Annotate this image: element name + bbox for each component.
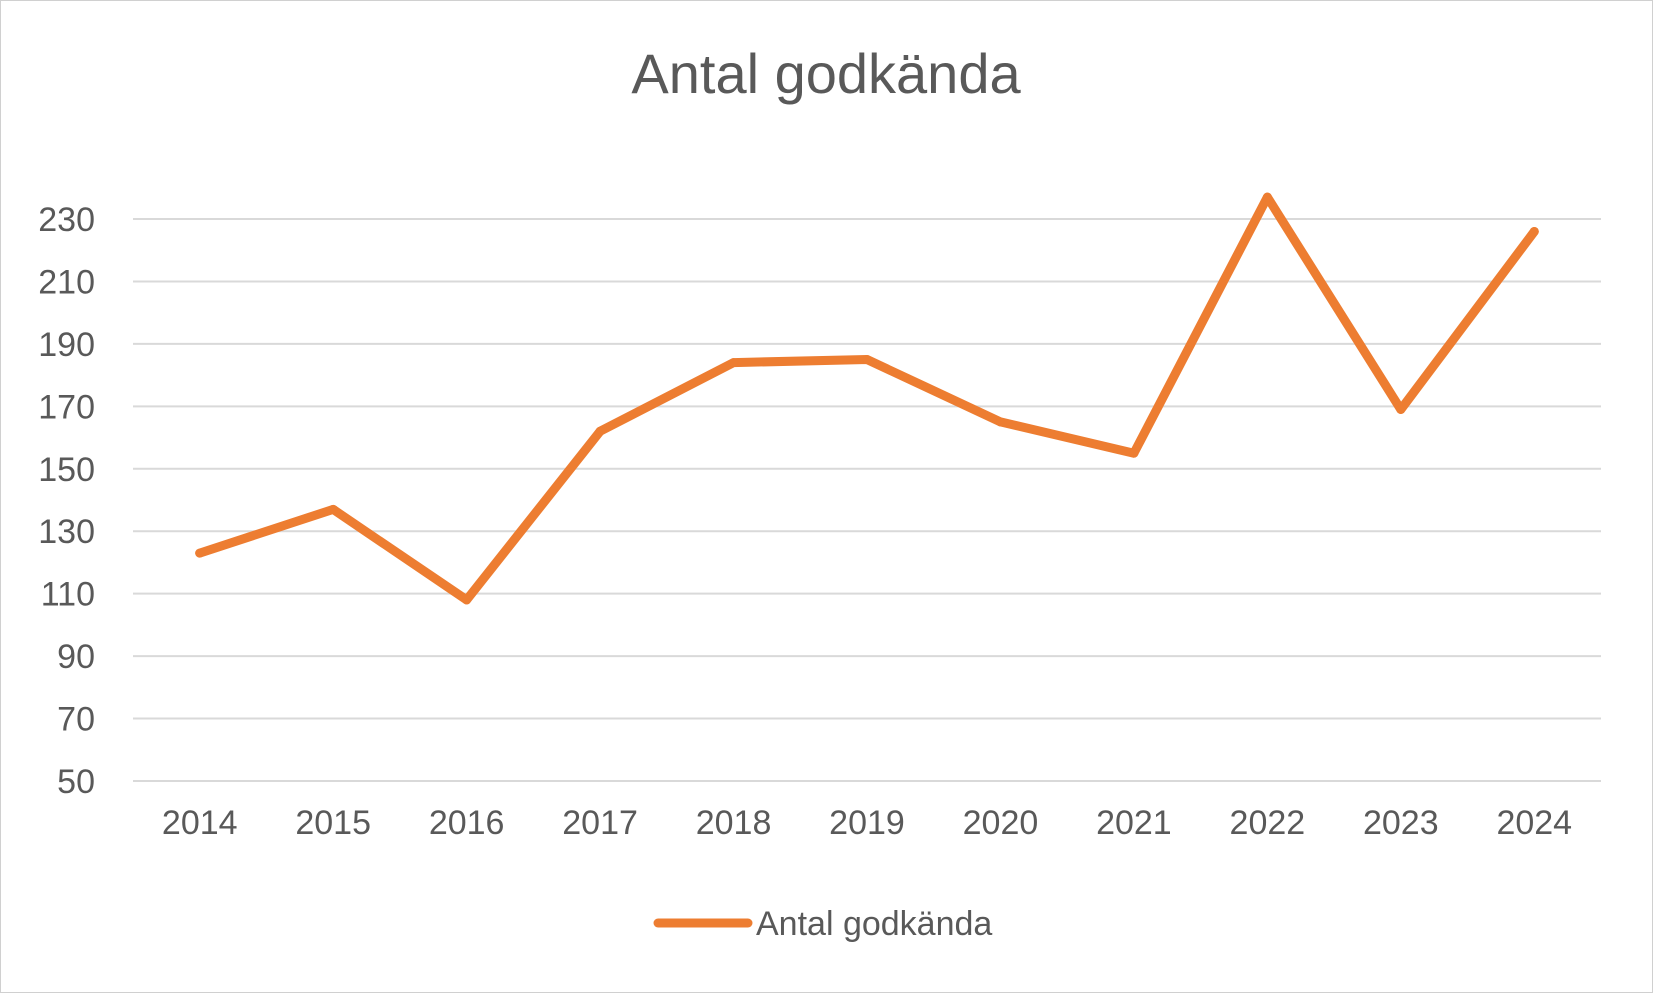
x-tick-label: 2018 xyxy=(696,804,772,842)
data-point-2017 xyxy=(595,426,605,436)
data-point-2018 xyxy=(729,358,739,368)
y-tick-label: 50 xyxy=(57,763,95,801)
y-tick-label: 150 xyxy=(38,451,95,489)
x-tick-label: 2019 xyxy=(829,804,905,842)
y-tick-label: 110 xyxy=(41,576,95,614)
data-point-2019 xyxy=(862,355,872,364)
x-tick-label: 2024 xyxy=(1496,804,1572,842)
y-tick-label: 90 xyxy=(57,638,95,676)
series-line-antal-godkanda xyxy=(195,192,1539,605)
data-point-2023 xyxy=(1396,404,1406,414)
x-axis-ticks: 2014 2015 2016 2017 2018 2019 2020 2021 2022 2023… xyxy=(162,804,1572,842)
x-tick-label: 2017 xyxy=(562,804,638,842)
x-tick-label: 2022 xyxy=(1230,804,1306,842)
x-tick-label: 2023 xyxy=(1363,804,1439,842)
x-tick-label: 2014 xyxy=(162,804,238,842)
y-tick-label: 170 xyxy=(38,388,95,426)
y-tick-label: 130 xyxy=(38,513,95,551)
x-tick-label: 2016 xyxy=(429,804,505,842)
y-axis-ticks: 50 70 90 110 130 150 170 190 210 230 xyxy=(38,201,95,801)
y-tick-label: 230 xyxy=(38,201,95,239)
y-tick-label: 70 xyxy=(57,701,95,739)
series-layer xyxy=(195,192,1539,605)
x-tick-label: 2020 xyxy=(963,804,1039,842)
data-point-2015 xyxy=(328,504,338,514)
y-tick-label: 210 xyxy=(38,263,95,301)
data-point-2021 xyxy=(1129,448,1139,458)
data-point-2024 xyxy=(1529,226,1539,236)
data-point-2014 xyxy=(195,548,205,558)
data-point-2016 xyxy=(462,595,472,605)
data-point-2020 xyxy=(995,417,1005,427)
chart-title: Antal godkända xyxy=(631,42,1021,105)
legend-label-antal-godkanda: Antal godkända xyxy=(756,905,992,943)
gridlines xyxy=(133,218,1601,782)
data-point-2022 xyxy=(1262,192,1272,202)
y-tick-label: 190 xyxy=(38,326,95,364)
legend: Antal godkända xyxy=(653,905,992,943)
x-tick-label: 2021 xyxy=(1096,804,1172,842)
x-tick-label: 2015 xyxy=(295,804,371,842)
